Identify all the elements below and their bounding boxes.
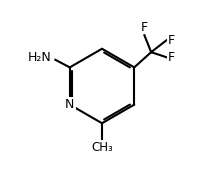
Text: H₂N: H₂N [27,51,51,64]
Text: CH₃: CH₃ [91,141,113,154]
Text: N: N [65,98,74,111]
Text: F: F [168,34,175,47]
Text: F: F [141,20,148,34]
Text: F: F [168,51,175,64]
